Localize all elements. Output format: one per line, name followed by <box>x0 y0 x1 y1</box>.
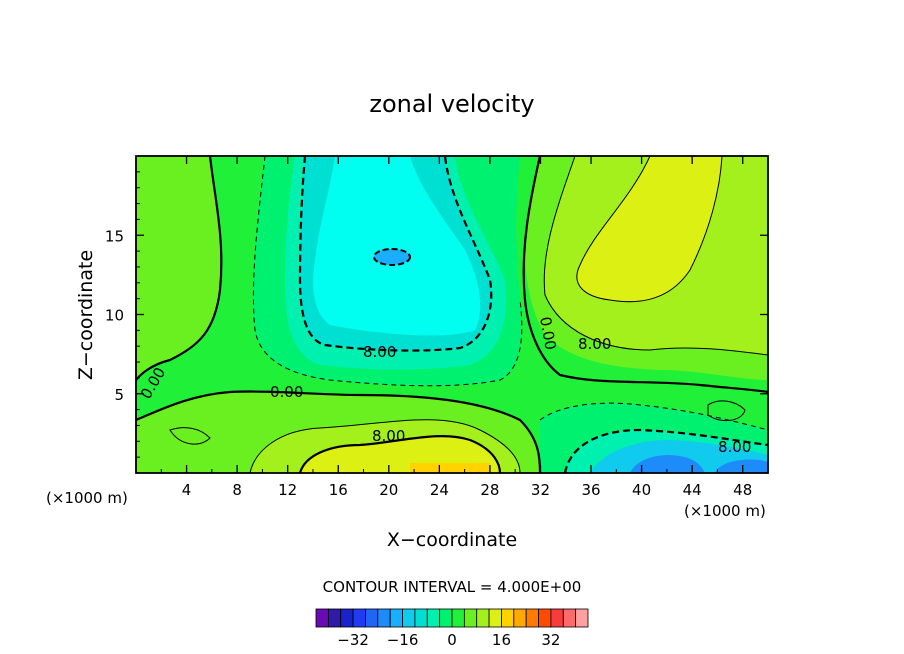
contour-interval-text: CONTOUR INTERVAL = 4.000E+00 <box>323 578 582 596</box>
colorbar-tick-label: 32 <box>541 631 560 649</box>
field-region-bottom-orange <box>410 463 490 473</box>
y-axis-label: Z−coordinate <box>75 250 97 380</box>
contour-label: 8.00 <box>578 335 611 353</box>
colorbar-swatch <box>389 608 403 628</box>
field-region-upper-right-max <box>576 156 722 302</box>
contour-label: 8.00 <box>363 343 396 361</box>
x-tick-label: 8 <box>232 481 242 499</box>
field-region-center-core <box>313 156 481 336</box>
colorbar-tick-label: −16 <box>387 631 419 649</box>
colorbar-swatch <box>402 608 416 628</box>
contour-label: 0.00 <box>270 383 303 401</box>
x-axis: 4 8 12 16 20 24 28 32 36 40 44 48 <box>160 156 752 499</box>
colorbar-swatch <box>488 608 502 628</box>
field-region-lower-right-core <box>630 455 768 473</box>
colorbar-swatch <box>525 608 539 628</box>
y-tick-label: 10 <box>105 307 124 325</box>
x-tick-label: 12 <box>278 481 297 499</box>
colorbar: −32 −16 0 16 32 <box>315 608 589 649</box>
colorbar-swatch <box>575 608 589 628</box>
x-tick-label: 16 <box>329 481 348 499</box>
plot-area: 8.00 8.00 8.00 8.00 0.00 0.00 0.00 <box>136 156 768 473</box>
x-tick-label: 20 <box>379 481 398 499</box>
y-axis: 5 10 15 <box>105 171 768 458</box>
x-tick-label: 48 <box>733 481 752 499</box>
x-unit-left: (×1000 m) <box>46 489 128 507</box>
colorbar-tick-label: 16 <box>492 631 511 649</box>
colorbar-swatch <box>426 608 441 628</box>
colorbar-swatch <box>352 608 366 628</box>
contour-label: 8.00 <box>372 427 405 445</box>
colorbar-swatch <box>439 608 453 628</box>
y-tick-label: 15 <box>105 227 124 245</box>
colorbar-swatch <box>451 608 465 628</box>
x-tick-label: 4 <box>182 481 192 499</box>
x-unit-right: (×1000 m) <box>684 502 766 520</box>
colorbar-swatch <box>562 608 577 628</box>
colorbar-swatch <box>414 608 428 628</box>
y-tick-label: 5 <box>114 386 124 404</box>
colorbar-swatch <box>315 608 329 628</box>
colorbar-tick-label: −32 <box>337 631 369 649</box>
field-region-left <box>136 156 222 380</box>
x-tick-label: 28 <box>480 481 499 499</box>
field-region-center-min <box>373 248 411 266</box>
colorbar-swatch <box>377 608 391 628</box>
contour-label: 0.00 <box>536 315 560 351</box>
colorbar-swatch <box>513 608 527 628</box>
contour-label: 8.00 <box>718 438 751 456</box>
x-tick-label: 44 <box>683 481 702 499</box>
colorbar-tick-label: 0 <box>447 631 457 649</box>
x-tick-label: 32 <box>531 481 550 499</box>
colorbar-swatch <box>501 608 515 628</box>
colorbar-swatch <box>476 608 490 628</box>
chart-title: zonal velocity <box>369 90 534 118</box>
x-tick-label: 24 <box>430 481 449 499</box>
colorbar-swatch <box>340 608 354 628</box>
colorbar-swatch <box>365 608 379 628</box>
contour-lines <box>136 156 768 473</box>
x-axis-label: X−coordinate <box>387 529 517 551</box>
colorbar-swatch <box>550 608 564 628</box>
colorbar-swatch <box>538 608 552 628</box>
colorbar-swatch <box>463 608 478 628</box>
colorbar-swatch <box>327 608 342 628</box>
x-tick-label: 40 <box>632 481 651 499</box>
x-tick-label: 36 <box>581 481 600 499</box>
